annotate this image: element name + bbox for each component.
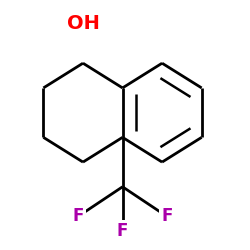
Text: OH: OH: [66, 14, 100, 33]
Text: F: F: [117, 222, 128, 240]
Text: F: F: [72, 208, 84, 226]
Text: F: F: [161, 208, 173, 226]
